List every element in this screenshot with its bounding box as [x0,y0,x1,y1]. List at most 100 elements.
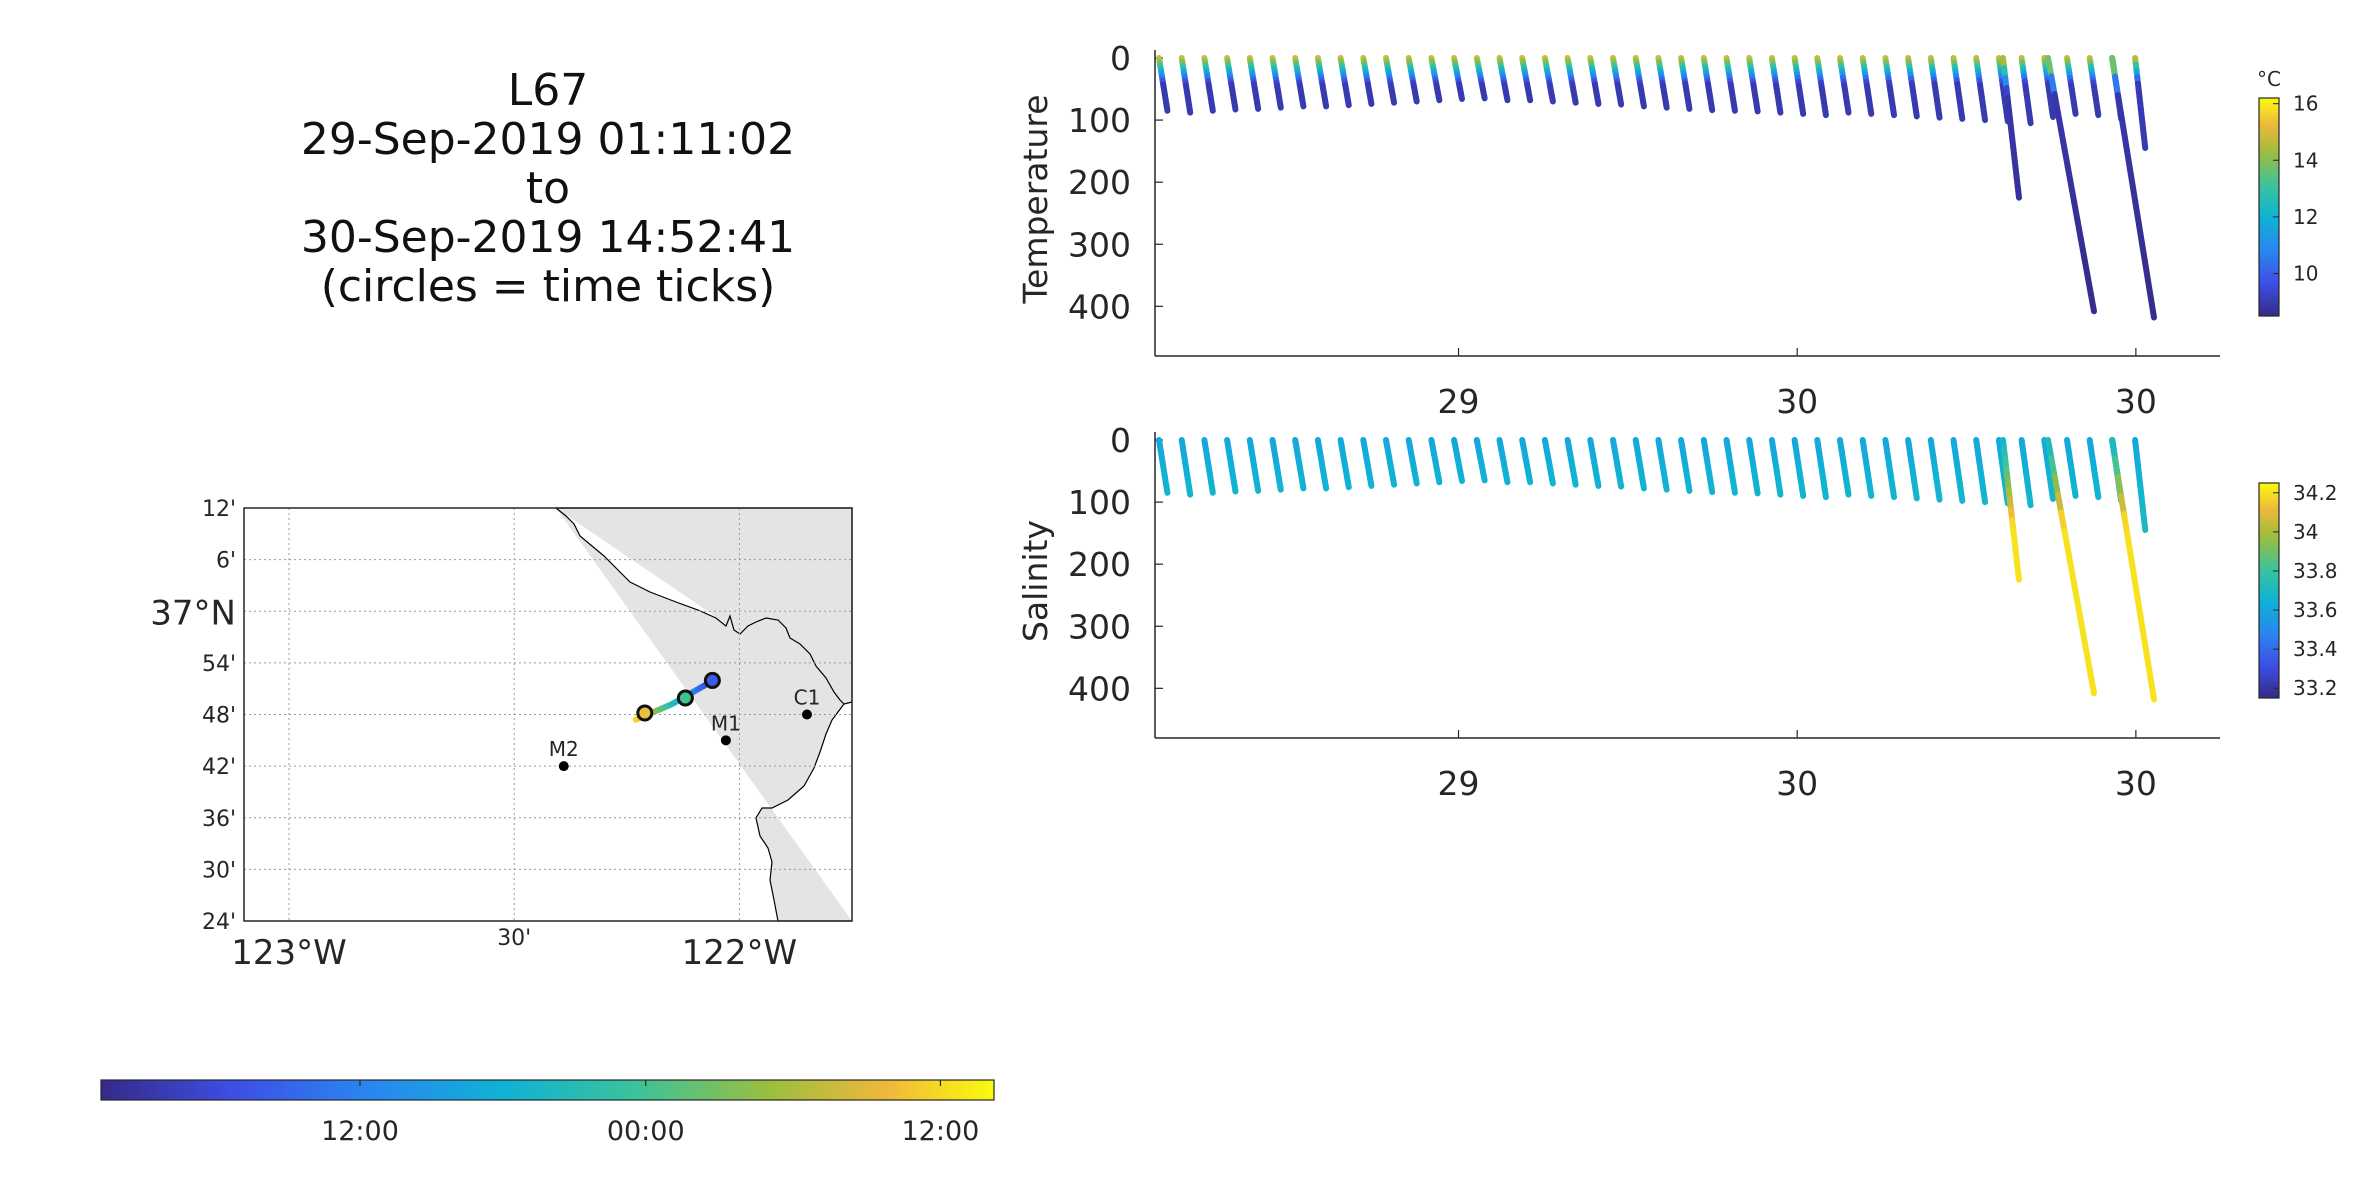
profile-segment [2141,138,2149,152]
profile-segment [1503,94,1511,104]
colorbar-tick-label: 33.4 [2293,637,2338,661]
profile-segment [2142,258,2151,284]
y-axis-label: Salinity [1016,520,1055,642]
map-lat-tick-label: 37°N [150,593,236,633]
profile-segment [2071,199,2081,224]
profile-segment [2064,163,2074,188]
profile-segment [1935,492,1943,503]
profile-segment [1186,105,1194,116]
colorbar-tick-label: 33.2 [2293,676,2338,700]
profile-segment [1367,97,1375,107]
profile-segment [2049,491,2057,502]
station-marker [720,735,731,746]
profile-segment [1390,478,1398,488]
profile-segment [2051,91,2061,116]
profile-segment [2127,166,2136,191]
profile-segment [1685,484,1693,494]
profile-segment [2141,520,2149,534]
profile-segment [1435,476,1443,486]
profile-segment [1731,104,1738,114]
profile-segment [1663,101,1670,111]
profile-segment [1935,110,1943,121]
profile-segment [2074,217,2084,242]
profile-segment [2118,110,2127,136]
map-lon-tick-label: 122°W [682,933,798,973]
profile-segment [2133,203,2142,228]
profile-segment [1754,104,1761,115]
profile-segment [2136,603,2145,629]
profile-segment [1209,486,1216,496]
profile-segment [1708,103,1716,114]
time-colorbar-bar [100,1079,995,1101]
profile-segment [1822,490,1829,501]
profile-segment [2026,115,2034,127]
profile-segment [2081,636,2091,661]
profile-segment [1254,484,1262,494]
map-lat-tick-label: 54' [202,652,236,677]
map-lat-tick-label: 30' [202,858,236,883]
profile-segment [2118,492,2127,518]
profile-segment [2068,563,2078,588]
profile-segment [2142,640,2151,666]
profile-segment [1913,109,1920,120]
profile-segment [1640,99,1647,110]
profile-segment [1844,105,1852,116]
colorbar-tick-label: 34.2 [2293,481,2338,505]
time-colorbar-tick-label: 12:00 [321,1116,399,1147]
profile-segment [1345,98,1352,109]
profile-segment [1640,481,1647,492]
profile-segment [1594,479,1602,489]
profile-segment [1663,483,1670,493]
profile-segment [2139,240,2148,265]
colorbar [2258,97,2280,317]
profile-segment [1322,481,1330,492]
map-grid [244,508,852,921]
profile-segment [1776,487,1784,498]
glider-track [632,671,721,723]
profile-segment [2068,181,2078,206]
profile-segment [2109,437,2118,462]
y-tick-label: 300 [1068,225,1131,264]
profile-segment [2026,497,2034,509]
profile-segment [2094,490,2102,501]
profile-segment [2112,455,2121,481]
y-tick-label: 200 [1068,163,1131,202]
profile-segment [2094,108,2102,119]
time-colorbar-ticks: 12:00 00:00 12:00 [321,1080,979,1147]
profile-segment [1549,477,1556,487]
profile-segment [1503,476,1511,486]
profile-segment [1776,105,1784,116]
profile-segment [2071,488,2079,499]
profile-segment [2071,106,2079,117]
profile-segment [1435,94,1443,104]
map-lat-tick-label: 6' [216,549,236,574]
station-label: M1 [711,711,741,735]
time-tick-circle [703,671,721,689]
title-start-time: 29-Sep-2019 01:11:02 [300,114,796,165]
station-label: M2 [549,737,579,761]
profile-segment [1209,104,1216,114]
map-lat-tick-label: 24' [202,910,236,935]
temperature-panel: 0 100 200 300 400 29 30 30 Temperature 16 14 12 10 °C [1016,39,2318,421]
x-tick-label: 29 [1438,382,1480,421]
colorbar-tick-label: 14 [2293,148,2318,172]
profile-segment [1867,488,1875,499]
profile-segment [2121,129,2130,154]
y-axis-label: Temperature [1016,94,1055,304]
profile-segment [1299,99,1307,110]
profile-segment [1572,478,1579,488]
time-colorbar: 12:00 00:00 12:00 [100,1079,995,1147]
profile-segment [1731,486,1738,496]
profile-segment [2087,672,2097,697]
profile-segment [2124,147,2133,173]
profile-segment [1322,99,1330,110]
y-tick-label: 100 [1068,101,1131,140]
profile-segment [2148,677,2157,703]
profile-segment [1867,106,1875,117]
x-tick-label: 30 [1776,382,1818,421]
profile-segment [2045,55,2055,80]
x-tick-label: 30 [1776,764,1818,803]
figure-title: L67 29-Sep-2019 01:11:02 to 30-Sep-2019 … [250,66,846,311]
profile-segment [2048,455,2058,480]
